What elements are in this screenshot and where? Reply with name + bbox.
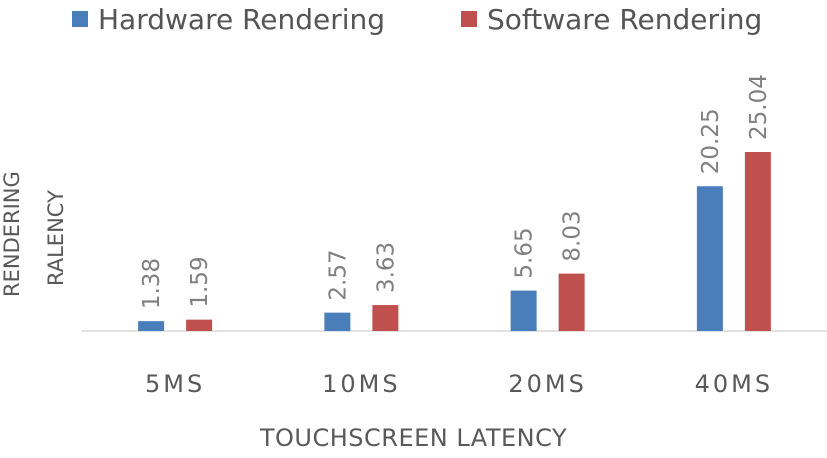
bar-software	[372, 305, 399, 331]
legend-item-software: Software Rendering	[461, 0, 762, 38]
data-label: 20.25	[698, 108, 724, 174]
x-tick-label: 10MS	[322, 370, 400, 398]
legend-item-hardware: Hardware Rendering	[72, 0, 385, 38]
bar-hardware	[510, 290, 537, 331]
bar-software	[744, 152, 771, 331]
bar-hardware	[324, 312, 351, 331]
data-label: 8.03	[560, 210, 586, 261]
data-label: 2.57	[325, 249, 351, 300]
x-tick-label: 5MS	[145, 370, 205, 398]
legend-label-software: Software Rendering	[487, 2, 763, 36]
legend-swatch-software	[461, 11, 477, 27]
legend: Hardware Rendering Software Rendering	[0, 0, 827, 38]
data-label: 1.59	[187, 256, 213, 307]
legend-swatch-hardware	[72, 11, 88, 27]
bar-software	[558, 273, 585, 331]
data-label: 5.65	[512, 227, 538, 278]
x-axis-title: TOUCHSCREEN LATENCY	[259, 424, 568, 452]
x-tick-label: 20MS	[508, 370, 586, 398]
bar-hardware	[696, 186, 723, 331]
data-label: 1.38	[139, 258, 165, 309]
data-label: 3.63	[373, 242, 399, 293]
legend-label-hardware: Hardware Rendering	[98, 2, 386, 36]
data-label: 25.04	[746, 74, 772, 140]
x-tick-label: 40MS	[695, 370, 773, 398]
bar-software	[186, 319, 213, 331]
bar-hardware	[138, 321, 165, 331]
